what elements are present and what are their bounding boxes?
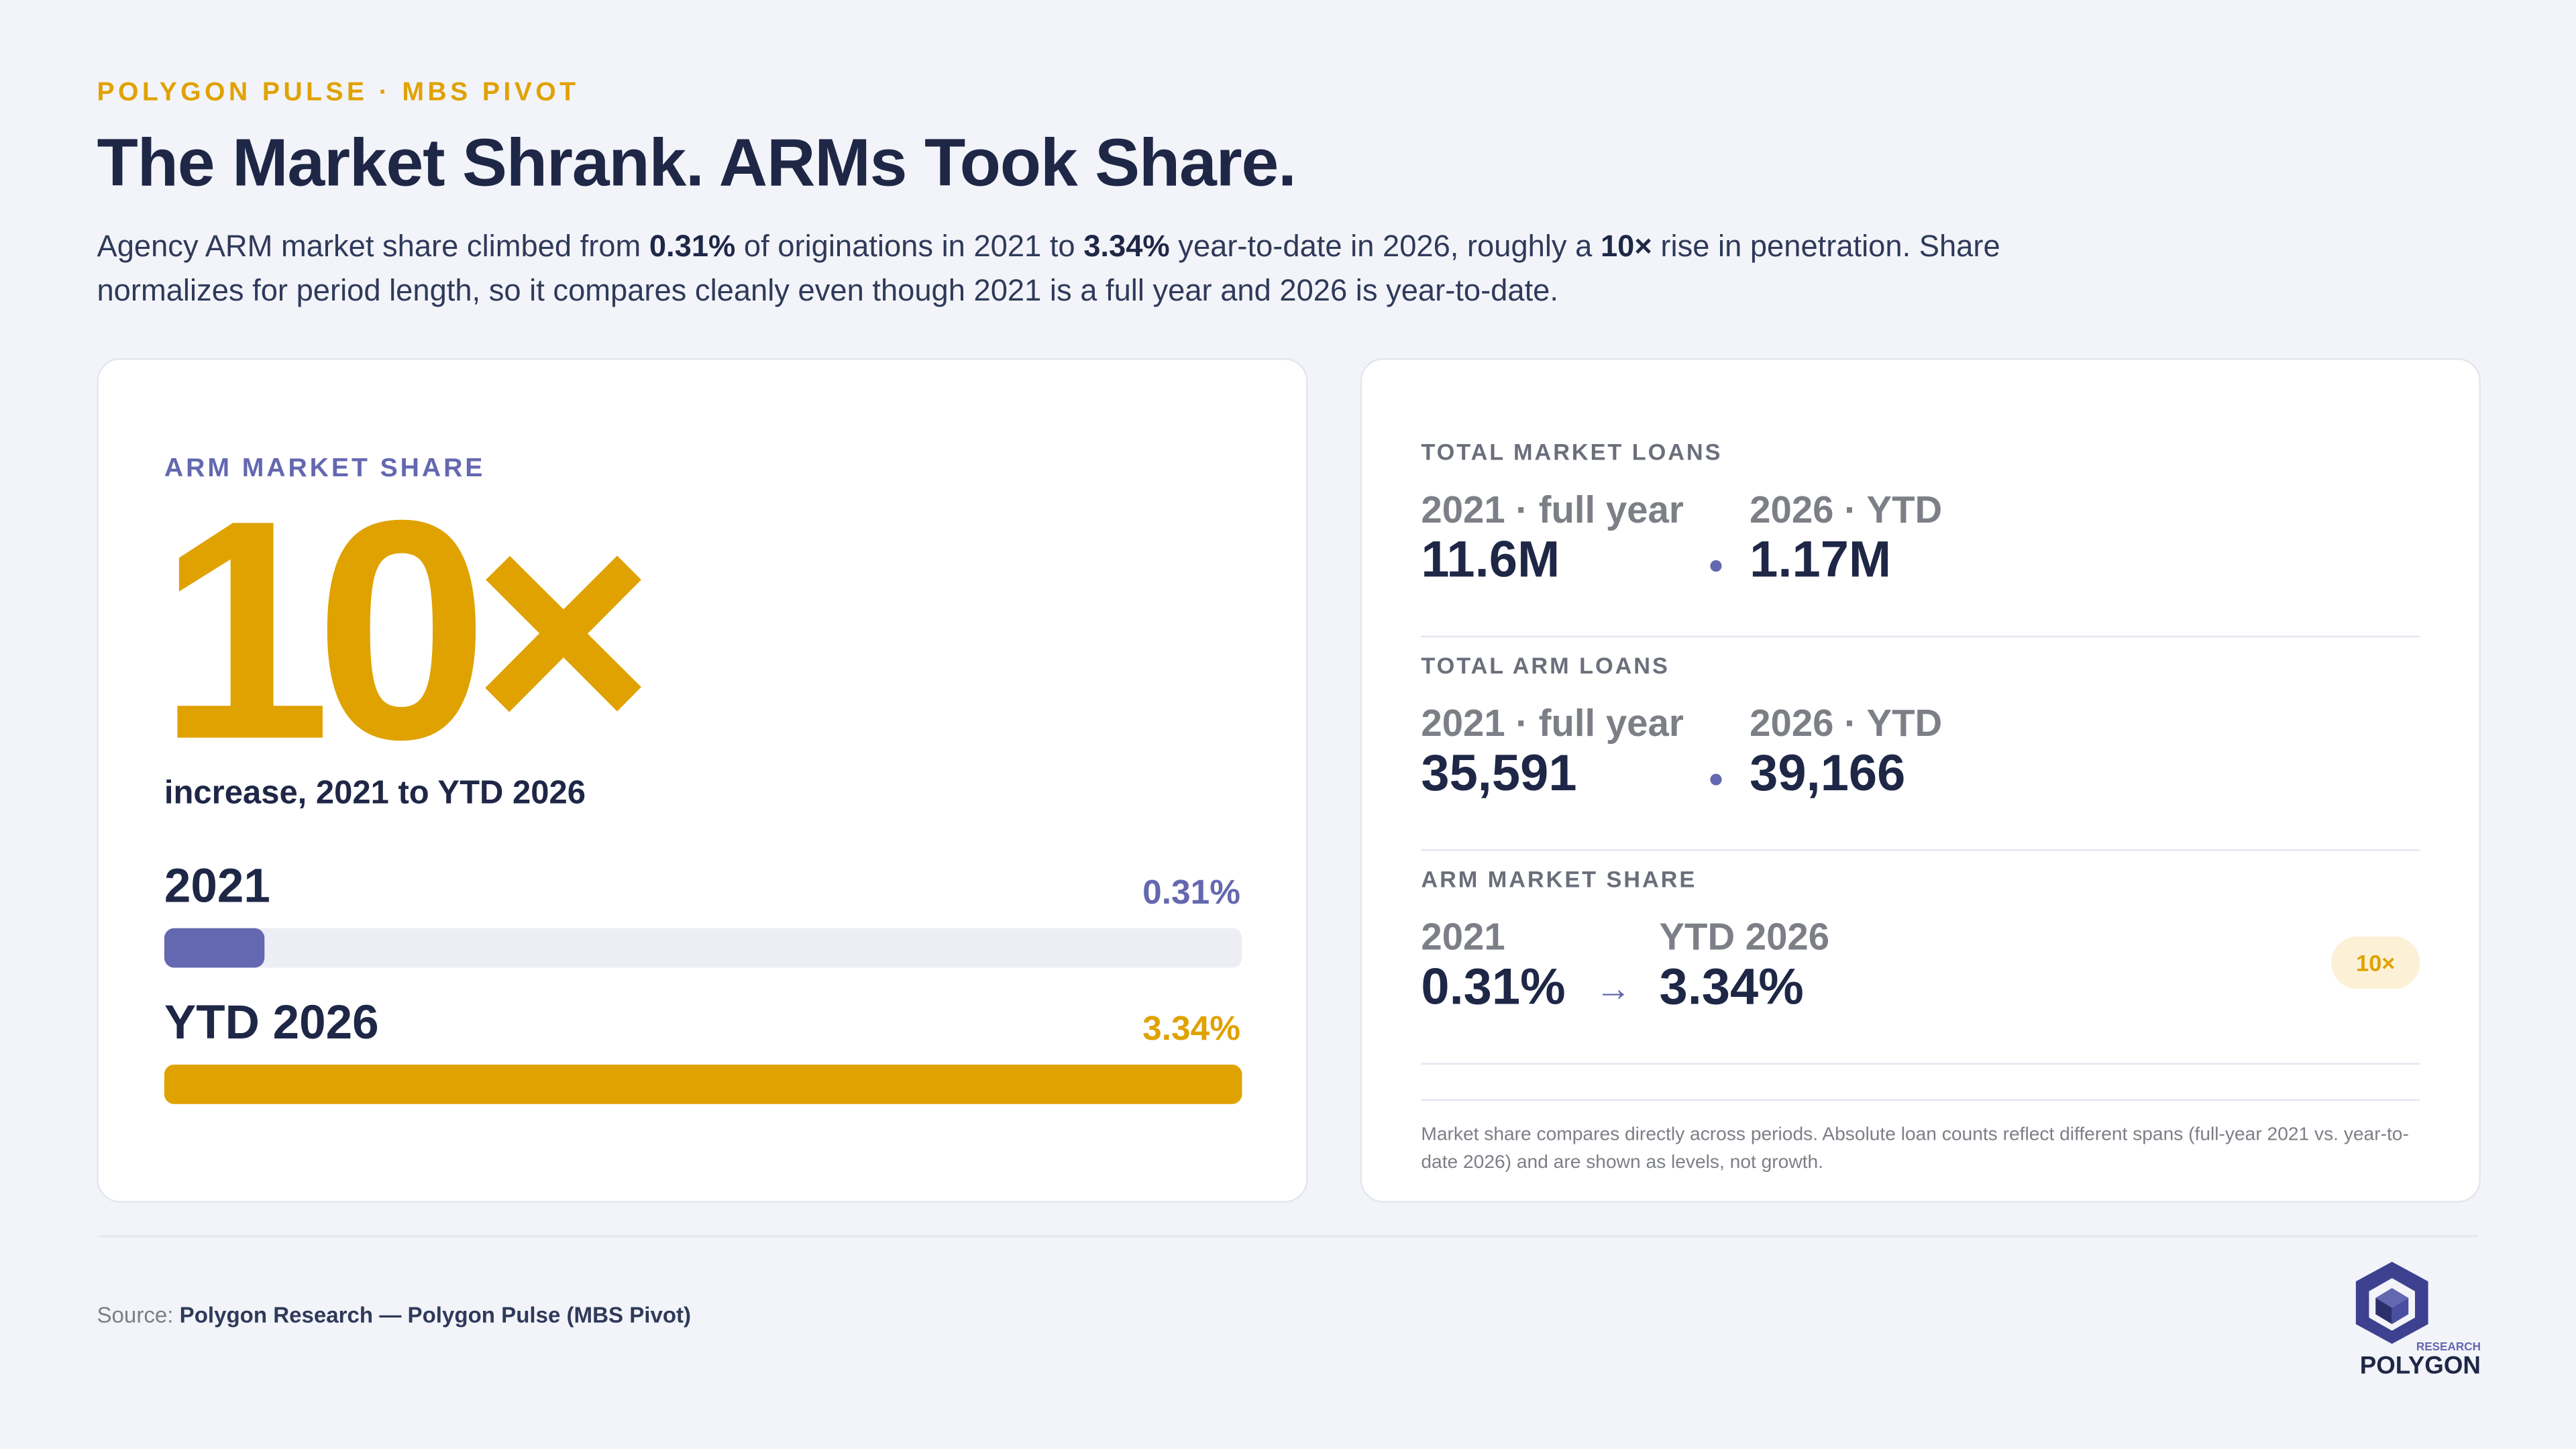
logo: RESEARCH POLYGON [2355,1261,2481,1379]
stat-section: ARM MARKET SHARE 2021 0.31% → YTD 2026 3.34% 1… [1421,849,2420,1065]
bar-label: 2021 [164,861,270,914]
bar-track [164,1064,1242,1104]
hero-label: ARM MARKET SHARE [164,455,486,484]
stat-value: 11.6M [1421,531,1560,588]
intro-text: Agency ARM market share climbed from [97,228,649,263]
hero-caption: increase, 2021 to YTD 2026 [164,775,586,812]
kicker: POLYGON PULSE · MBS PIVOT [97,78,580,107]
logo-cube [2375,1297,2392,1324]
period: 2026 · YTD [1750,701,1943,745]
dot [1710,560,1722,572]
source-prefix: Source: [97,1303,174,1328]
arrow: → [1595,967,1631,1009]
bar-value: 0.31% [1142,873,1240,912]
source-name: Polygon Research — Polygon Pulse (MBS Pi… [179,1303,692,1328]
divider [97,1235,2478,1238]
stats-card: Market share compares directly across pe… [1360,358,2481,1203]
dot [1710,773,1722,786]
intro-text: of originations in 2021 to [735,228,1084,263]
stat-value: 0.31% [1421,957,1566,1016]
section-title: TOTAL MARKET LOANS [1421,438,1723,466]
logo-name: POLYGON [2360,1351,2481,1379]
bar [164,1064,1242,1104]
period: 2021 · full year [1421,488,1684,531]
stat-value: 39,166 [1750,744,1906,802]
bar-track [164,928,1242,968]
bar-value: 3.34% [1142,1010,1240,1049]
intro-emphasis: 0.31% [649,228,736,263]
bar [164,928,264,968]
stat-section: TOTAL MARKET LOANS 2021 · full year 11.6M 2… [1421,422,2420,638]
hero-big: 10× [158,456,654,806]
section-title: TOTAL ARM LOANS [1421,652,1670,679]
hero-card: ARM MARKET SHARE 10× increase, 2021 to Y… [97,358,1308,1203]
intro-text: year-to-date in 2026, roughly a [1169,228,1601,263]
source: Source: Polygon Research — Polygon Pulse… [97,1303,691,1328]
bar-label: YTD 2026 [164,997,379,1050]
period: 2021 [1421,915,1505,958]
stat-value: 35,591 [1421,744,1577,802]
period: 2026 · YTD [1750,488,1943,531]
logo-sub: RESEARCH [2416,1340,2481,1353]
intro-text: rise in penetration. Share normalizes fo… [97,228,2000,307]
stat-value: 3.34% [1659,957,1804,1016]
stat-section: TOTAL ARM LOANS 2021 · full year 35,591 202… [1421,636,2420,851]
stat-value: 1.17M [1750,531,1892,588]
period: 2021 · full year [1421,701,1684,745]
section-title: ARM MARKET SHARE [1421,865,1697,892]
intro-emphasis: 3.34% [1083,228,1170,263]
logo-cube [2392,1297,2409,1324]
badge: 10× [2331,936,2420,989]
note: Market share compares directly across pe… [1421,1099,2420,1178]
title: The Market Shrank. ARMs Took Share. [97,125,1296,201]
period: YTD 2026 [1659,915,1830,958]
intro-emphasis: 10× [1600,228,1652,263]
intro: Agency ARM market share climbed from 0.3… [97,223,2068,312]
